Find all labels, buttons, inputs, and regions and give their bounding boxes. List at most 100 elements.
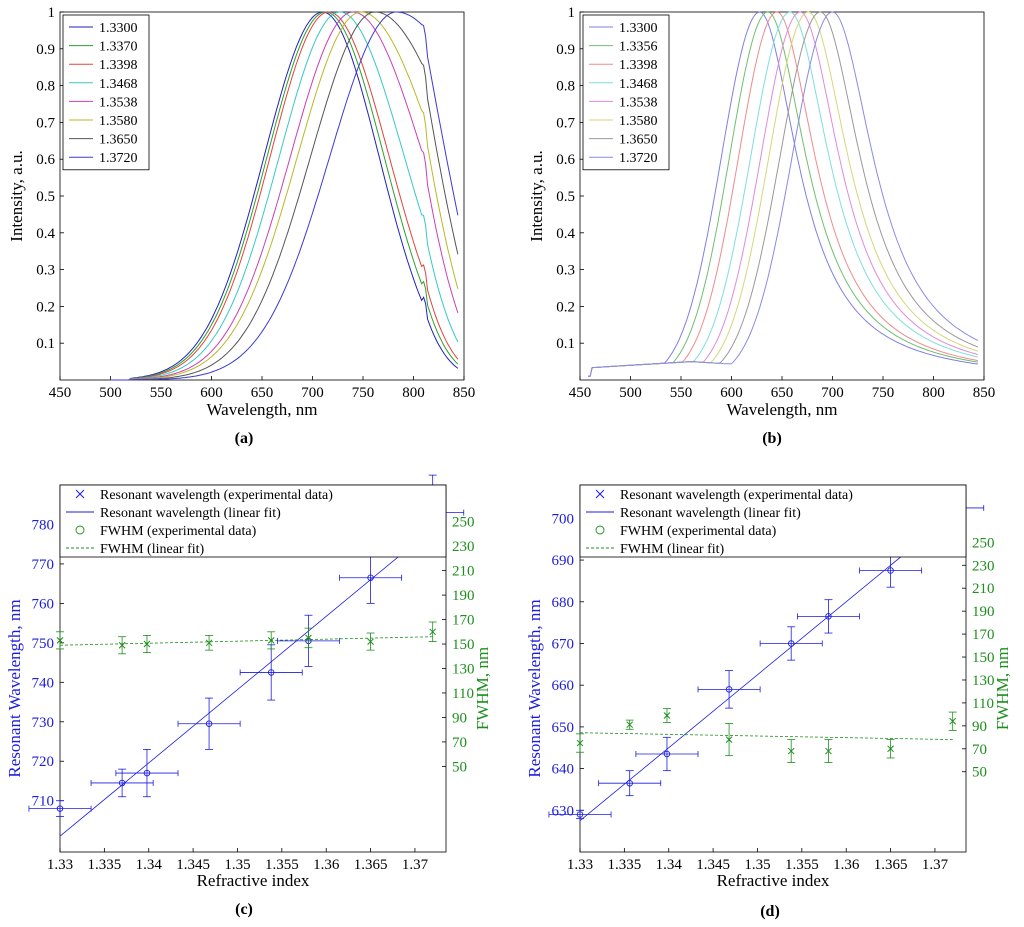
legend-marker-fwhm [595,525,605,535]
x-tick-label: 1.33 [567,857,593,873]
legend-label: 1.3398 [99,58,138,73]
caption-d: (d) [760,903,780,920]
legend-label: 1.3398 [619,58,658,73]
fwhm-point [725,736,733,743]
y-right-tick-label: 190 [452,588,475,604]
y-left-tick-label: 730 [32,715,55,731]
x-tick-label: 500 [99,385,122,401]
series-line-1.3370 [110,11,459,381]
x-tick-label: 1.34 [136,857,163,873]
fwhm-point [56,637,64,644]
fwhm-point [576,739,584,747]
y-right-tick-label: 170 [972,627,995,643]
resonant-point [143,769,151,777]
legend-label: 1.3538 [619,95,658,110]
y-tick-label: 0.8 [36,79,55,95]
caption-c: (c) [235,901,253,918]
x-tick-label: 750 [352,385,375,401]
x-axis-label: Refractive index [197,871,310,890]
y-tick-label: 0.7 [556,115,575,131]
y-left-tick-label: 720 [32,754,55,770]
x-tick-label: 850 [453,385,476,401]
y-left-tick-label: 740 [32,675,55,691]
panel-d: 1.33 1.335 1.34 1.345 1.35 1.355 1.36 1.365 1.37… [525,484,1012,920]
x-axis-label: Refractive index [717,871,830,890]
x-tick-label: 800 [402,385,425,401]
legend-label: Resonant wavelength (experimental data) [620,488,853,503]
y-right-tick-label: 50 [972,765,987,781]
y-right-tick-label: 210 [452,564,475,580]
x-tick-label: 1.365 [874,857,908,873]
y-tick-label: 0.8 [556,79,575,95]
y-right-tick-label: 250 [452,515,475,531]
series-line-1.3650 [110,11,459,381]
x-tick-label: 600 [720,385,743,401]
x-tick-label: 1.34 [656,857,683,873]
fwhm-point [205,639,213,647]
y-right-tick-label: 150 [452,637,475,653]
y-left-tick-label: 680 [552,595,575,611]
series-line-1.3720 [588,11,979,377]
y-left-axis-label: Resonant Wavelength, nm [5,599,24,777]
legend-box-d [579,484,967,558]
y-tick-label: 0.7 [36,115,55,131]
x-tick-label: 1.37 [402,857,429,873]
y-right-tick-label: 190 [972,604,995,620]
y-left-tick-label: 710 [32,794,55,810]
resonant-point [205,720,213,727]
x-tick-label: 1.36 [313,857,340,873]
x-tick-label: 1.35 [744,857,770,873]
y-right-axis-label: FWHM, nm [473,647,492,730]
y-tick-label: 0.9 [556,42,575,58]
legend-box-a [62,14,150,171]
resonant-point [267,669,275,676]
x-tick-label: 1.33 [47,857,73,873]
y-left-tick-label: 700 [552,511,575,527]
y-right-tick-label: 170 [452,613,475,629]
panel-c: 1.33 1.335 1.34 1.345 1.35 1.355 1.36 1.365 1.37… [5,474,492,918]
series-line-1.3538 [110,11,459,381]
y-left-tick-label: 750 [32,636,55,652]
legend-marker-resonant [595,489,605,499]
y-right-tick-label: 70 [452,735,467,751]
panel-a: 450 500 550 600 650 700 750 800 850 0.1 0.2 0.3 0.4 0… [7,5,475,447]
fwhm-point [267,637,275,644]
series-line-1.3720 [110,11,459,381]
y-tick-label: 0.5 [556,189,575,205]
fwhm-fit-line [579,732,953,741]
legend-label: 1.3650 [619,133,658,148]
y-tick-label: 0.4 [556,226,575,242]
y-tick-label: 0.3 [556,263,575,279]
series-line-1.3468 [110,11,459,381]
x-tick-label: 1.355 [785,857,819,873]
resonant-point [887,567,894,574]
x-tick-label: 1.355 [265,857,299,873]
y-right-tick-label: 130 [972,673,995,689]
y-axis-label: Intensity, a.u. [7,150,26,241]
legend-label: 1.3538 [99,95,138,110]
x-tick-label: 1.335 [607,857,641,873]
legend-label: 1.3720 [99,151,138,166]
y-right-tick-label: 150 [972,650,995,666]
y-right-tick-label: 50 [452,759,467,775]
y-left-tick-label: 780 [32,517,55,533]
legend-box-c [59,484,447,558]
x-tick-label: 1.335 [87,857,121,873]
x-tick-label: 1.36 [833,857,860,873]
x-tick-label: 650 [251,385,274,401]
caption-a: (a) [235,430,254,447]
y-tick-label: 1 [48,5,56,21]
y-left-axis-label: Resonant Wavelength, nm [525,599,544,777]
y-left-tick-label: 660 [552,678,575,694]
resonant-point [367,574,374,581]
x-tick-label: 850 [973,385,996,401]
resonant-point [787,640,795,647]
fwhm-point [887,745,894,753]
x-axis-label: Wavelength, nm [727,400,838,419]
y-right-tick-label: 210 [972,581,995,597]
resonant-point [663,750,671,758]
y-left-tick-label: 640 [552,762,575,778]
y-tick-label: 0.2 [36,299,55,315]
fwhm-point [787,747,795,755]
